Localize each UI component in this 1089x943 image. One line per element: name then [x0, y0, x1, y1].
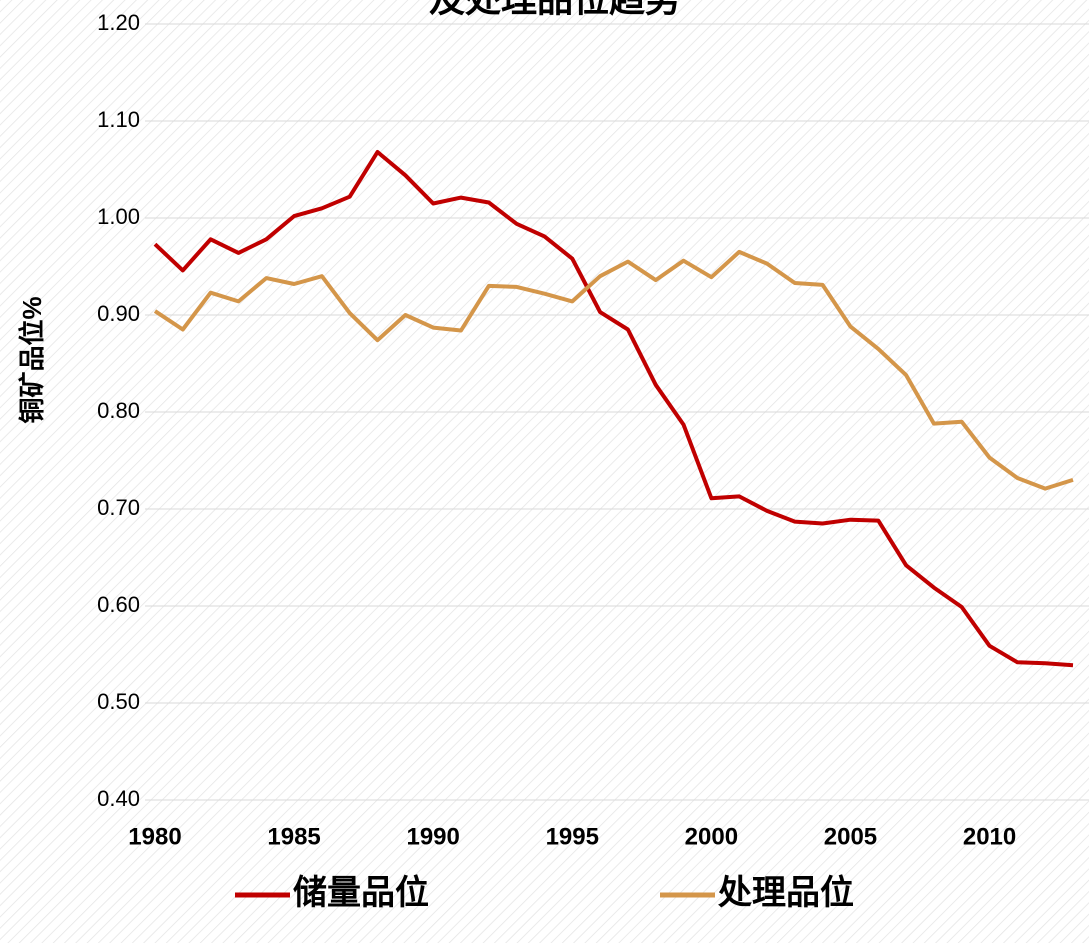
x-tick-label: 2005: [824, 823, 877, 850]
y-tick-label: 0.60: [97, 592, 140, 617]
y-tick-label: 0.50: [97, 689, 140, 714]
legend-label: 处理品位: [717, 874, 854, 912]
y-tick-label: 1.20: [97, 10, 140, 35]
legend-label: 储量品位: [293, 874, 429, 912]
line-series: [153, 249, 1074, 491]
x-tick-label: 2000: [685, 823, 738, 850]
y-tick-label: 1.00: [97, 204, 140, 229]
y-tick-label: 0.40: [97, 786, 140, 811]
y-tick-label: 0.80: [97, 398, 140, 423]
line-series: [153, 150, 1074, 668]
x-tick-label: 1980: [128, 823, 181, 850]
x-tick-label: 2010: [963, 823, 1016, 850]
y-tick-label: 1.10: [97, 107, 140, 132]
y-tick-label: 0.90: [97, 301, 140, 326]
y-axis-label: 铜矿品位%: [17, 296, 47, 423]
x-tick-label: 1990: [406, 823, 459, 850]
x-tick-label: 1995: [546, 823, 599, 850]
x-tick-label: 1985: [267, 823, 320, 850]
y-tick-label: 0.70: [97, 495, 140, 520]
chart-title: 及处理品位趋势: [429, 0, 681, 20]
